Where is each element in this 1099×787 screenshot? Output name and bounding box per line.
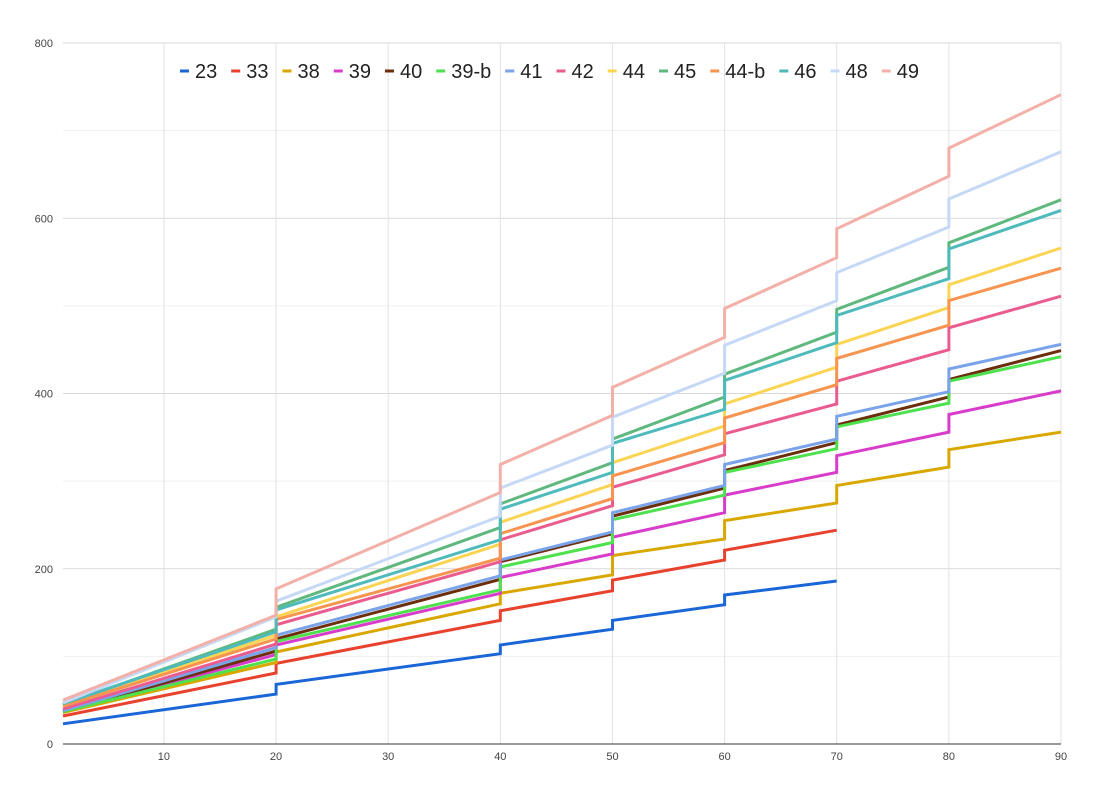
series-line-23 bbox=[62, 579, 837, 726]
y-tick-label: 200 bbox=[35, 564, 53, 576]
series-lines bbox=[62, 93, 1062, 726]
legend-label-41: 41 bbox=[520, 61, 542, 83]
series-line-39-b bbox=[62, 355, 1062, 714]
legend-label-39-b: 39-b bbox=[451, 61, 491, 83]
y-tick-label: 400 bbox=[35, 389, 53, 401]
y-tick-label: 600 bbox=[35, 213, 53, 225]
x-tick-label: 20 bbox=[270, 751, 282, 763]
legend-label-46: 46 bbox=[794, 61, 816, 83]
series-line-33 bbox=[62, 528, 837, 718]
series-line-48 bbox=[62, 150, 1062, 705]
x-tick-label: 70 bbox=[831, 751, 843, 763]
legend-label-49: 49 bbox=[897, 61, 919, 83]
x-tick-label: 90 bbox=[1055, 751, 1067, 763]
legend-label-23: 23 bbox=[195, 61, 217, 83]
y-axis: 0 200 400 600 800 bbox=[35, 38, 53, 751]
series-line-44-b bbox=[62, 266, 1062, 708]
legend-label-45: 45 bbox=[674, 61, 696, 83]
x-tick-label: 10 bbox=[158, 751, 170, 763]
x-tick-label: 60 bbox=[718, 751, 730, 763]
grid bbox=[63, 42, 1062, 745]
legend-label-44-b: 44-b bbox=[725, 61, 765, 83]
legend: 23 33 38 39 40 39-b 41 42 44 45 44-b 46 48 49 bbox=[179, 61, 919, 83]
series-line-42 bbox=[62, 294, 1062, 711]
series-line-38 bbox=[62, 430, 1062, 714]
series-line-44 bbox=[62, 246, 1062, 707]
x-tick-label: 40 bbox=[494, 751, 506, 763]
legend-label-42: 42 bbox=[572, 61, 594, 83]
x-axis: 10 20 30 40 50 60 70 80 90 bbox=[158, 751, 1067, 763]
legend-label-39: 39 bbox=[349, 61, 371, 83]
legend-label-40: 40 bbox=[400, 61, 422, 83]
y-tick-label: 0 bbox=[47, 739, 53, 751]
legend-label-48: 48 bbox=[846, 61, 868, 83]
y-tick-label: 800 bbox=[35, 38, 53, 50]
legend-label-44: 44 bbox=[623, 61, 645, 83]
x-tick-label: 50 bbox=[606, 751, 618, 763]
series-line-41 bbox=[62, 342, 1062, 713]
series-line-46 bbox=[62, 208, 1062, 706]
series-line-49 bbox=[62, 93, 1062, 702]
x-tick-label: 30 bbox=[382, 751, 394, 763]
series-line-40 bbox=[62, 349, 1062, 714]
legend-label-38: 38 bbox=[297, 61, 319, 83]
x-tick-label: 80 bbox=[943, 751, 955, 763]
series-line-45 bbox=[62, 198, 1062, 707]
series-line-39 bbox=[62, 389, 1062, 714]
legend-label-33: 33 bbox=[246, 61, 268, 83]
